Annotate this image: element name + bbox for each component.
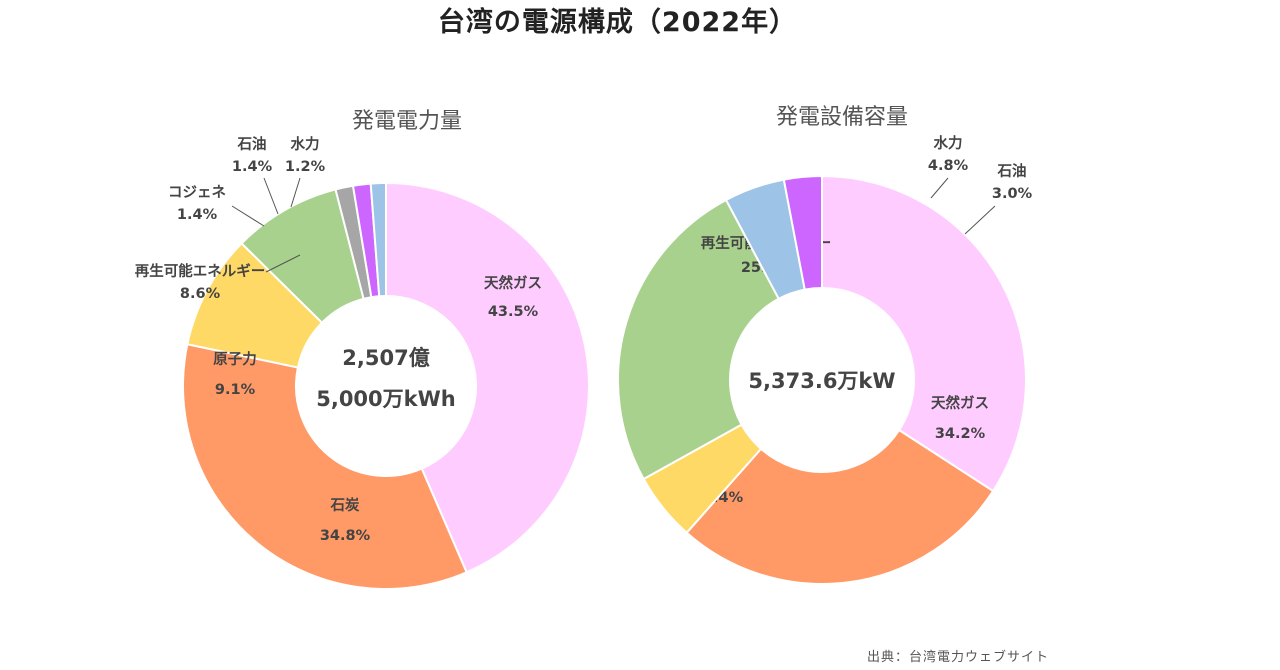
slice-value-natural-gas: 43.5% (488, 304, 539, 320)
slice-value-natural-gas: 34.2% (935, 426, 986, 442)
slice-label-nuclear: 原子力 (213, 350, 257, 368)
donut-chart-capacity: 発電設備容量天然ガス34.2%石炭27.4%原子力5.4%再生可能エネルギー25… (617, 105, 1033, 585)
slice-value-oil: 1.4% (232, 159, 273, 175)
slice-value-oil: 3.0% (992, 186, 1033, 202)
slice-renewable (617, 198, 781, 481)
leader-line-oil (964, 205, 996, 235)
slice-coal (685, 428, 995, 585)
slice-oil (782, 174, 823, 291)
slice-label-hydro: 水力 (291, 135, 320, 153)
slice-value-hydro: 4.8% (928, 158, 969, 174)
slice-label-cogeneration: コジェネ (168, 184, 226, 201)
chart-subtitle: 発電電力量 (352, 109, 462, 134)
slice-value-coal: 34.8% (320, 528, 371, 544)
leader-line-hydro (290, 177, 301, 208)
slice-natural-gas (385, 181, 590, 574)
source-note: 出典：台湾電力ウェブサイト (867, 650, 1050, 665)
slice-label-coal: 石炭 (330, 496, 360, 514)
center-total-line-2: 5,000万kWh (316, 387, 456, 411)
slice-label-natural-gas: 天然ガス (931, 394, 989, 412)
slice-hydro (369, 181, 387, 298)
slice-label-natural-gas: 天然ガス (484, 274, 542, 292)
slice-natural-gas (821, 174, 1027, 493)
chart-subtitle: 発電設備容量 (776, 105, 908, 130)
slice-label-oil: 石油 (997, 162, 1027, 180)
slice-value-cogeneration: 1.4% (177, 207, 218, 223)
center-total-line-1: 5,373.6万kW (748, 369, 895, 393)
slice-value-hydro: 1.2% (285, 159, 326, 175)
slice-label-oil: 石油 (237, 135, 267, 153)
slice-label-renewable: 再生可能エネルギー (135, 262, 266, 280)
slice-value-nuclear: 9.1% (215, 382, 256, 398)
slice-value-renewable: 8.6% (180, 286, 221, 302)
leader-line-renewable (265, 254, 301, 273)
chart-title: 台湾の電源構成（2022年） (437, 7, 798, 38)
leader-line-cogeneration (231, 205, 265, 227)
leader-line-hydro (930, 177, 949, 199)
leader-line-oil (263, 177, 279, 215)
slice-label-hydro: 水力 (934, 134, 963, 152)
slice-coal (182, 343, 468, 590)
center-total-line-1: 2,507億 (342, 346, 429, 370)
